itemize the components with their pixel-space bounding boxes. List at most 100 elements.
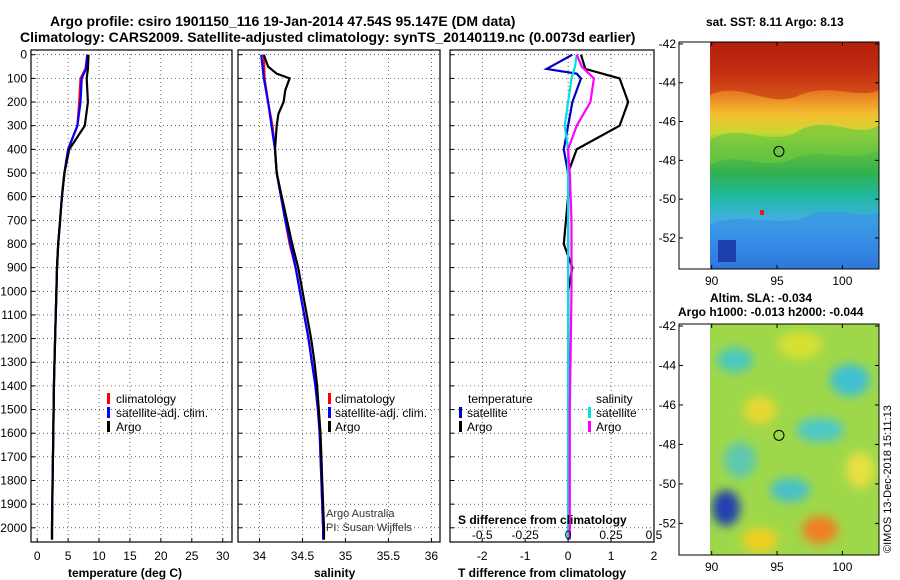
depth-tick-label: 200 (7, 95, 27, 109)
difference-x-tick-label: 1 (608, 549, 615, 563)
credit-argo-australia: Argo Australia (326, 508, 395, 520)
map-x-tick-label: 90 (705, 560, 719, 574)
temperature-x-tick-label: 25 (185, 549, 199, 563)
sla-blobs (712, 331, 874, 552)
map-y-tick-label: -50 (659, 477, 677, 491)
sla-map-subtitle: Argo h1000: -0.013 h2000: -0.044 (678, 305, 864, 319)
legend-label-t-satellite: satellite (467, 406, 508, 420)
depth-tick-label: 1600 (0, 426, 27, 440)
temperature-grid (31, 50, 232, 542)
difference-grid (450, 50, 655, 542)
map-y-tick-label: -42 (659, 319, 677, 333)
temperature-series (50, 54, 90, 540)
difference-s-ticks: -0.5 -0.25 0 0.25 0.5 (472, 528, 663, 542)
difference-x-ticks: -2 -1 0 1 2 (477, 538, 658, 563)
temperature-x-tick-label: 15 (123, 549, 137, 563)
salinity-line-satellite-adj-clim- (260, 54, 325, 540)
map-x-tick-label: 90 (705, 274, 719, 288)
sla-blob (796, 418, 844, 442)
salinity-line-argo (262, 54, 326, 540)
legend-label-s-argo: Argo (596, 420, 622, 434)
depth-tick-label: 1800 (0, 474, 27, 488)
temperature-x-tick-label: 0 (34, 549, 41, 563)
difference-line-temperature-argo (562, 54, 630, 540)
depth-tick-label: 1700 (0, 450, 27, 464)
s-difference-tick-label: 0.5 (646, 528, 663, 542)
legend-label-s-satellite: satellite (596, 406, 637, 420)
map-y-tick-label: -48 (659, 153, 677, 167)
legend-swatch-argo (107, 421, 110, 432)
sst-hot-pixel (760, 210, 764, 215)
depth-tick-label: 1100 (1, 308, 27, 322)
s-difference-label: S difference from climatology (458, 513, 627, 527)
difference-panel: -2 -1 0 1 2 -0.5 -0.25 0 0.25 0.5 S difference f… (449, 49, 663, 580)
sla-map-panel: Altim. SLA: -0.034 Argo h1000: -0.013 h2… (659, 291, 880, 574)
legend-swatch-t-satellite (459, 407, 462, 418)
sst-cold-band (710, 211, 879, 269)
depth-tick-label: 0 (20, 48, 27, 62)
legend-swatch-satellite (328, 407, 331, 418)
sla-map-frame (678, 323, 880, 556)
depth-tick-label: 700 (7, 213, 27, 227)
depth-tick-label: 1900 (0, 497, 27, 511)
map-x-tick-label: 100 (832, 274, 852, 288)
sla-blob (802, 516, 838, 544)
temperature-plot-frame (30, 49, 233, 543)
legend-label-climatology: climatology (335, 392, 395, 406)
map-y-tick-label: -48 (659, 437, 677, 451)
difference-x-tick-label: -1 (520, 549, 531, 563)
depth-tick-label: 1200 (0, 332, 27, 346)
salinity-x-tick-label: 34.5 (291, 549, 315, 563)
sla-blob (724, 442, 756, 478)
legend-label-satellite: satellite-adj. clim. (116, 406, 208, 420)
temperature-line-argo (50, 54, 90, 540)
s-difference-tick-label: 0 (565, 528, 572, 542)
salinity-x-label: salinity (314, 566, 356, 580)
difference-legend: temperature satellite Argo salinity sate… (459, 392, 637, 434)
credit-pi: PI: Susan Wijffels (326, 522, 412, 534)
depth-tick-label: 900 (7, 261, 27, 275)
legend-label-climatology: climatology (116, 392, 176, 406)
map-y-tick-label: -46 (659, 398, 677, 412)
salinity-x-tick-label: 34 (253, 549, 267, 563)
map-y-tick-label: -50 (659, 192, 677, 206)
sst-front-band (710, 125, 879, 165)
legend-swatch-argo (328, 421, 331, 432)
s-difference-tick-label: -0.25 (511, 528, 539, 542)
legend-swatch-s-satellite (588, 407, 591, 418)
depth-tick-label: 1400 (0, 379, 27, 393)
map-y-tick-label: -46 (659, 115, 677, 129)
salinity-panel: 34 34.5 35 35.5 36 salinity climatology sate… (237, 49, 441, 580)
sla-blob (846, 452, 874, 488)
depth-tick-label: 600 (7, 190, 27, 204)
sla-map-image (710, 324, 879, 555)
depth-tick-label: 1000 (0, 284, 27, 298)
legend-label-argo: Argo (116, 420, 142, 434)
depth-tick-label: 2000 (0, 521, 27, 535)
temperature-x-ticks: 0 5 10 15 20 25 30 (34, 538, 230, 563)
sla-blob (712, 490, 740, 526)
salinity-x-tick-label: 36 (425, 549, 439, 563)
legend-label-satellite: satellite-adj. clim. (335, 406, 427, 420)
legend-swatch-satellite (107, 407, 110, 418)
temperature-x-tick-label: 5 (65, 549, 72, 563)
salinity-plot-frame (237, 49, 441, 543)
difference-plot-frame (449, 49, 655, 543)
temperature-x-label: temperature (deg C) (68, 566, 182, 580)
sst-map-image (710, 42, 879, 269)
sla-blob (770, 478, 810, 502)
depth-tick-label: 1500 (0, 403, 27, 417)
sst-warm-band (710, 42, 879, 100)
sst-map-frame (678, 41, 880, 270)
sla-blob (744, 396, 776, 424)
temperature-panel: 0 5 10 15 20 25 30 0 100 200 300 400 500 600 700 800 90… (0, 48, 233, 580)
sst-float-marker (773, 145, 785, 157)
salinity-grid (238, 50, 440, 542)
s-difference-tick-label: 0.25 (599, 528, 623, 542)
map-x-tick-label: 95 (770, 560, 784, 574)
t-difference-x-label: T difference from climatology (458, 566, 626, 580)
sla-map-title: Altim. SLA: -0.034 (710, 291, 812, 305)
depth-tick-label: 1300 (0, 355, 27, 369)
sla-blob (778, 331, 822, 359)
difference-line-salinity-argo (566, 54, 596, 540)
